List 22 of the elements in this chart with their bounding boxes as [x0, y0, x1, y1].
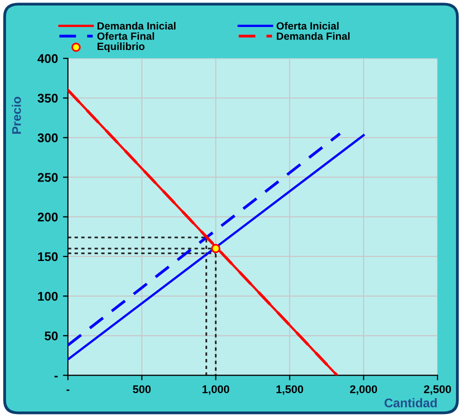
legend-label: Oferta Final	[97, 32, 154, 40]
y-tick-label: 300	[38, 133, 58, 142]
x-tick-label: 1,000	[202, 385, 230, 395]
x-tick-label: 2,500	[424, 385, 451, 395]
y-tick-label: -	[54, 376, 58, 378]
y-axis-title: Precio	[12, 96, 21, 134]
y-tick-label: 50	[44, 331, 58, 340]
x-axis-title: Cantidad	[384, 398, 437, 408]
y-tick-label: 100	[38, 292, 58, 301]
legend-label: Equilibrio	[98, 42, 144, 52]
y-tick-label: 250	[38, 173, 58, 182]
y-tick-label: 150	[38, 252, 58, 262]
x-tick-label: 2,000	[350, 385, 378, 395]
x-tick-label: 500	[132, 385, 151, 394]
legend-label: Demanda Inicial	[98, 22, 176, 30]
y-tick-label: 400	[38, 54, 58, 64]
y-tick-label: 350	[38, 94, 58, 103]
x-tick-label: 1,500	[276, 385, 304, 395]
x-tick-label: -	[66, 390, 70, 391]
legend-label: Demanda Final	[276, 32, 350, 40]
y-tick-label: 200	[38, 212, 58, 222]
legend-label: Oferta Inicial	[276, 22, 339, 30]
